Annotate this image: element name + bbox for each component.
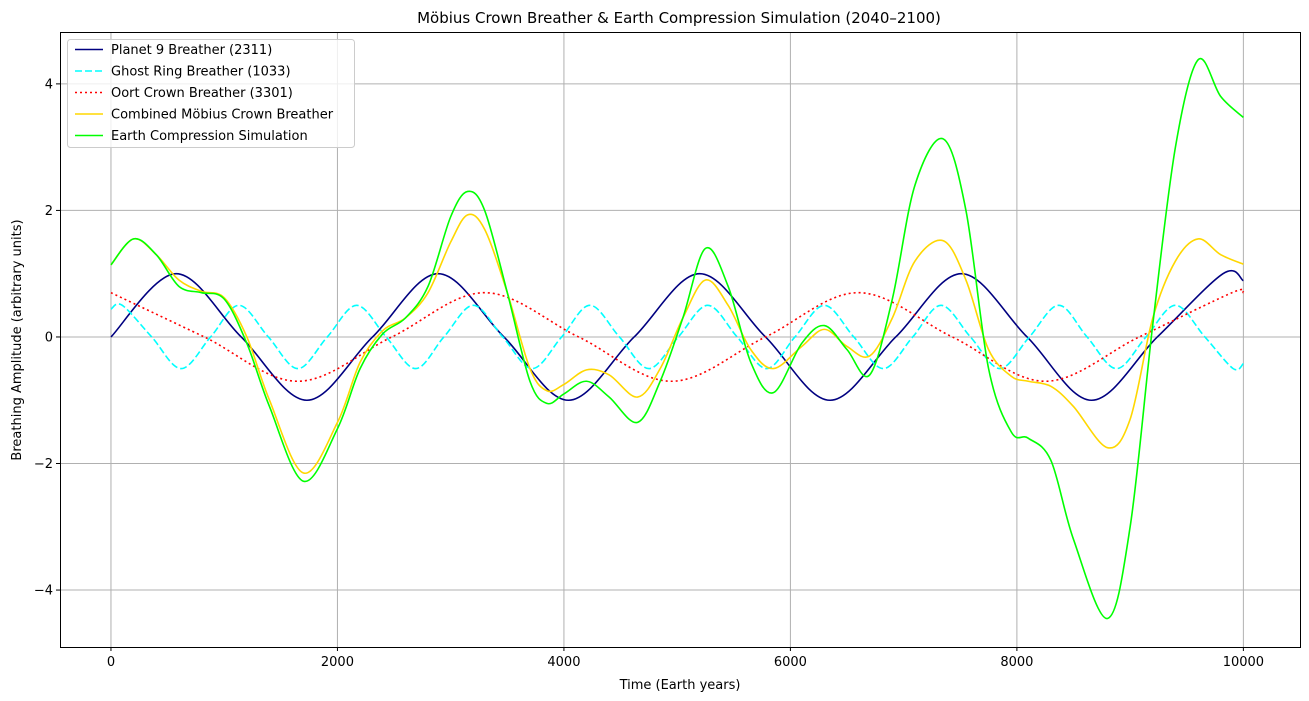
x-axis-label: Time (Earth years) xyxy=(619,678,741,693)
series-lines xyxy=(110,57,1245,620)
x-tick-label: 0 xyxy=(107,655,115,670)
legend-box xyxy=(67,39,355,148)
plot-frame xyxy=(60,32,1301,648)
legend-label: Oort Crown Breather (3301) xyxy=(111,86,293,101)
legend: Planet 9 Breather (2311) Ghost Ring Breat… xyxy=(67,39,355,148)
series-line-2 xyxy=(110,303,1244,371)
y-axis-ticks: −4 −2 0 2 4 xyxy=(34,77,60,599)
y-tick-label: 2 xyxy=(45,204,53,219)
y-tick-label: 0 xyxy=(45,330,53,345)
series-line-4 xyxy=(110,213,1244,474)
chart-title: Möbius Crown Breather & Earth Compressio… xyxy=(417,9,941,27)
y-axis-label: Breathing Amplitude (arbitrary units) xyxy=(10,219,25,460)
legend-label: Ghost Ring Breather (1033) xyxy=(111,65,291,80)
y-tick-label: 4 xyxy=(45,77,53,92)
series-line-1 xyxy=(110,269,1244,402)
series-line-3 xyxy=(110,288,1245,383)
x-tick-label: 6000 xyxy=(774,655,807,670)
y-tick-label: −4 xyxy=(34,584,53,599)
x-axis-ticks: 0 2000 4000 6000 8000 10000 xyxy=(107,647,1264,670)
legend-label: Earth Compression Simulation xyxy=(111,129,308,144)
y-tick-label: −2 xyxy=(34,457,53,472)
grid xyxy=(60,32,1300,647)
x-tick-label: 8000 xyxy=(1000,655,1033,670)
legend-label: Combined Möbius Crown Breather xyxy=(111,108,334,123)
legend-label: Planet 9 Breather (2311) xyxy=(111,43,272,58)
x-tick-label: 2000 xyxy=(321,655,354,670)
x-tick-label: 4000 xyxy=(547,655,580,670)
series-line-5 xyxy=(110,57,1244,620)
x-tick-label: 10000 xyxy=(1223,655,1264,670)
